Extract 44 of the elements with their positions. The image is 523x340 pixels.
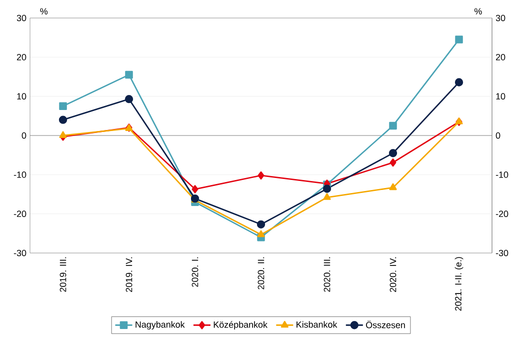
y-tick-label: 0 [22, 132, 26, 139]
point [390, 158, 396, 167]
legend-label: Nagybankok [136, 321, 185, 330]
point [124, 94, 134, 104]
y2-axis-title: % [474, 8, 482, 14]
legend-label: Kisbankok [296, 321, 338, 328]
x-tick-label: 2019. IV. [126, 257, 132, 292]
point [125, 70, 133, 79]
legend-label: Összesen [366, 320, 405, 328]
y-tick-label: -20 [14, 210, 26, 218]
y2-tick-label: 20 [496, 54, 506, 60]
point [389, 122, 397, 130]
y2-tick-label: -10 [496, 171, 508, 178]
y2-tick-label: -30 [496, 250, 508, 256]
point [258, 171, 264, 180]
point [389, 183, 397, 190]
y-tick-label: -30 [14, 250, 26, 256]
point [322, 184, 332, 193]
point [388, 149, 398, 158]
point [455, 36, 463, 44]
y2-tick-label: -20 [496, 210, 508, 218]
point [192, 185, 198, 194]
x-tick-label: 2020. II. [258, 257, 264, 290]
x-tick-label: 2021. I-II. (e.) [454, 257, 464, 311]
x-tick-label: 2020. IV. [390, 257, 396, 292]
point [256, 220, 266, 228]
x-tick-label: 2020. III. [324, 257, 330, 292]
legend-label: Középbankok [214, 321, 268, 330]
y-tick-label: -10 [14, 171, 26, 178]
point [59, 102, 67, 110]
point [59, 131, 67, 138]
point [323, 193, 331, 200]
y-tick-label: 20 [16, 54, 26, 60]
point [454, 78, 464, 86]
x-tick-label: 2019. III. [60, 257, 66, 292]
point [58, 116, 68, 124]
y2-tick-label: 30 [496, 14, 506, 22]
y-tick-label: 30 [16, 14, 26, 22]
y2-tick-label: 10 [496, 93, 506, 100]
y-axis-title: % [40, 8, 48, 14]
x-tick-label: 2020. I. [192, 257, 198, 287]
y2-tick-label: 0 [496, 132, 500, 139]
point [257, 230, 265, 238]
y-tick-label: 10 [17, 93, 26, 100]
